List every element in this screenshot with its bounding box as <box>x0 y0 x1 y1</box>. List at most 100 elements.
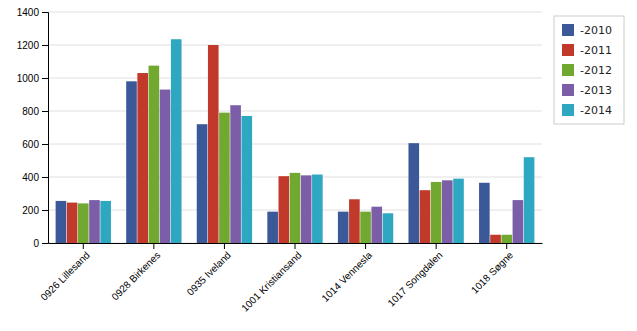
bar <box>501 235 512 243</box>
bar-series <box>67 45 501 243</box>
x-tick: 0928 Birkenes <box>109 243 162 302</box>
legend-item: -2011 <box>562 44 612 57</box>
y-tick-label: 1400 <box>17 7 40 18</box>
legend-item: -2014 <box>562 104 612 117</box>
bar <box>126 81 137 243</box>
x-axis: 0926 Lillesand0928 Birkenes0935 Iveland1… <box>38 243 542 314</box>
y-tick-label: 200 <box>22 205 39 216</box>
y-tick-mark <box>42 111 48 112</box>
bar <box>371 207 382 243</box>
legend-label: -2014 <box>580 104 612 117</box>
y-tick-mark <box>42 144 48 145</box>
bar <box>160 90 171 243</box>
plot-area: 02004006008001000120014000926 Lillesand0… <box>17 7 543 314</box>
x-tick-label: 1017 Songdalen <box>385 249 444 308</box>
bar <box>56 201 67 243</box>
bar <box>524 157 535 243</box>
bar <box>197 124 208 243</box>
y-tick: 1000 <box>17 73 48 84</box>
bar <box>312 175 323 243</box>
grid-line <box>48 144 542 145</box>
x-tick-label: 1018 Søgne <box>469 249 516 296</box>
bar <box>137 73 148 243</box>
legend-item: -2010 <box>562 24 612 37</box>
y-tick: 800 <box>22 106 48 117</box>
y-tick-label: 1000 <box>17 73 40 84</box>
y-tick: 200 <box>22 205 48 216</box>
x-tick-mark <box>436 243 437 249</box>
y-tick: 600 <box>22 139 48 150</box>
x-tick: 1017 Songdalen <box>385 243 444 309</box>
y-axis: 0 200 400 600 800 1000 1200 1400 <box>17 7 49 249</box>
legend-swatch <box>562 44 574 56</box>
bar <box>230 105 241 243</box>
legend-label: -2013 <box>580 84 612 97</box>
y-tick-mark <box>42 78 48 79</box>
y-tick-label: 800 <box>22 106 39 117</box>
x-tick-label: 1001 Kristiansand <box>239 249 303 313</box>
bar <box>360 212 371 243</box>
y-tick-mark <box>42 45 48 46</box>
bar-series <box>89 90 523 243</box>
y-tick-label: 600 <box>22 139 39 150</box>
legend-frame <box>554 16 624 124</box>
bar <box>338 212 349 243</box>
x-tick: 1001 Kristiansand <box>239 243 303 314</box>
bar-series <box>100 39 534 243</box>
bar <box>267 212 278 243</box>
legend-swatch <box>562 104 574 116</box>
bar <box>442 180 453 243</box>
bar <box>171 39 182 243</box>
chart-container: 02004006008001000120014000926 Lillesand0… <box>0 0 637 331</box>
legend-label: -2011 <box>580 44 612 57</box>
y-tick: 1400 <box>17 7 48 18</box>
bar <box>479 183 490 243</box>
legend-item: -2013 <box>562 84 612 97</box>
x-tick-mark <box>295 243 296 249</box>
x-tick: 1014 Vennesla <box>319 243 374 304</box>
bar-series <box>56 81 490 243</box>
bar <box>241 116 252 243</box>
x-tick: 1018 Søgne <box>469 243 516 296</box>
bar <box>279 176 290 243</box>
grid-line <box>48 45 542 46</box>
x-tick-label: 0926 Lillesand <box>38 249 91 302</box>
legend-swatch <box>562 24 574 36</box>
legend-item: -2012 <box>562 64 612 77</box>
bar <box>100 201 111 243</box>
y-tick-mark <box>42 177 48 178</box>
y-tick-mark <box>42 243 48 244</box>
y-tick-mark <box>42 210 48 211</box>
bar <box>431 182 442 243</box>
legend-swatch <box>562 84 574 96</box>
grid-line <box>48 111 542 112</box>
bar <box>490 235 501 243</box>
bar <box>208 45 219 243</box>
bar <box>89 200 100 243</box>
x-tick-label: 1014 Vennesla <box>319 249 374 304</box>
grid <box>48 12 542 243</box>
y-tick: 0 <box>33 238 48 249</box>
y-tick-label: 0 <box>33 238 39 249</box>
y-tick: 1200 <box>17 40 48 51</box>
bar <box>349 199 360 243</box>
x-tick-mark <box>153 243 154 249</box>
x-tick-label: 0928 Birkenes <box>109 249 162 302</box>
bar <box>453 179 464 243</box>
bar <box>149 66 160 243</box>
x-tick-mark <box>224 243 225 249</box>
bar <box>219 113 230 243</box>
bar <box>383 213 394 243</box>
x-tick-label: 0935 Iveland <box>185 249 233 297</box>
grid-line <box>48 78 542 79</box>
y-tick: 400 <box>22 172 48 183</box>
bars <box>56 39 535 243</box>
legend-swatch <box>562 64 574 76</box>
bar <box>290 173 301 243</box>
grid-line <box>48 12 542 13</box>
x-tick-mark <box>83 243 84 249</box>
x-tick: 0926 Lillesand <box>38 243 91 303</box>
bar-series <box>78 66 512 243</box>
bar <box>513 200 524 243</box>
y-tick-mark <box>42 12 48 13</box>
